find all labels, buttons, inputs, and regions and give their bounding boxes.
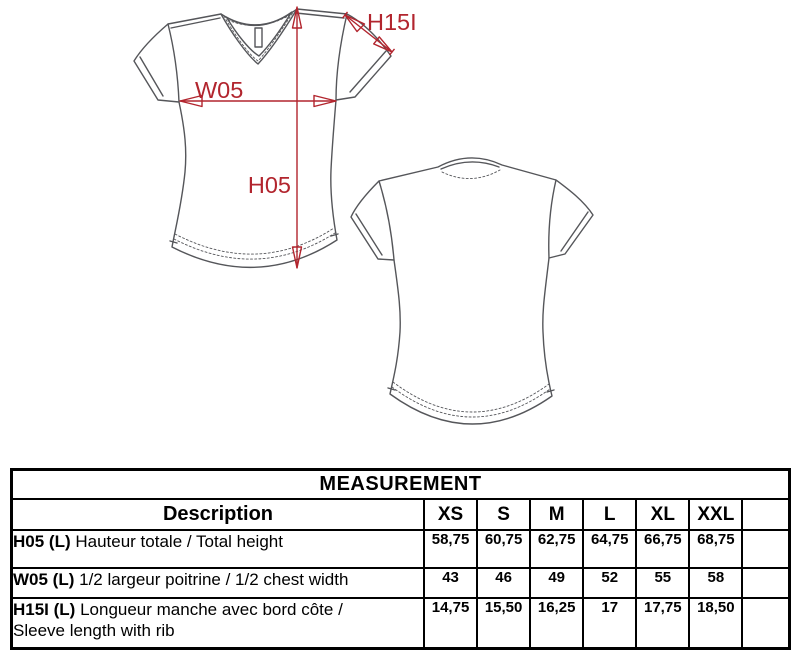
measure-description: Hauteur totale / Total height [75, 532, 283, 551]
h05-arrowhead-bottom [291, 246, 303, 269]
size-value-cell: 49 [529, 567, 585, 599]
h15i-arrowhead-bottom [373, 36, 393, 53]
back-collar-inner-edge [440, 161, 500, 170]
size-header-l: L [582, 498, 638, 531]
front-hem-stitching-2 [174, 227, 335, 255]
neck-label-tag [254, 27, 263, 48]
table-title: MEASUREMENT [10, 468, 791, 500]
size-header-s: S [476, 498, 532, 531]
vneck-stitching [223, 10, 295, 62]
row-description-cell: W05 (L) 1/2 largeur poitrine / 1/2 chest… [10, 567, 425, 599]
table-header-row: Description XS S M L XL XXL [10, 498, 791, 531]
dimension-annotations: W05 H05 H15I [179, 6, 417, 269]
w05-dimension-arrow [179, 94, 337, 108]
back-view-drawing [350, 157, 594, 425]
measure-description: Longueur manche avec bord côte / Sleeve … [13, 600, 343, 641]
size-value-cell: 46 [476, 567, 532, 599]
empty-cell [741, 529, 791, 569]
w05-arrowhead-right [313, 94, 337, 108]
back-collar-stitching [227, 14, 291, 26]
h15i-dimension-label: H15I [367, 9, 417, 35]
size-value-cell: 68,75 [688, 529, 744, 569]
size-value-cell: 17,75 [635, 597, 691, 650]
size-value-cell: 18,50 [688, 597, 744, 650]
measure-code: H05 (L) [13, 532, 71, 551]
size-value-cell: 55 [635, 567, 691, 599]
measurement-row-h15i: H15I (L) Longueur manche avec bord côte … [10, 597, 791, 650]
vneck-outer-edge [220, 8, 298, 65]
h05-arrowhead-top [291, 6, 303, 29]
h15i-arrowhead-top [344, 14, 366, 33]
back-hem-stitching-2 [392, 381, 550, 413]
size-value-cell: 58,75 [422, 529, 479, 569]
size-value-cell: 16,25 [529, 597, 585, 650]
front-armhole-right [335, 13, 348, 101]
front-cuff-right [349, 50, 387, 93]
vneck-inner-edge [226, 12, 292, 57]
front-view-drawing [133, 8, 392, 268]
front-cuff-left [139, 56, 164, 97]
back-hem-notch-right [546, 389, 555, 393]
garment-technical-drawing: W05 H05 H15I [133, 6, 594, 425]
empty-header-cell [741, 498, 791, 531]
front-hem-notch-left [169, 240, 178, 244]
back-hem-stitching-1 [391, 386, 551, 418]
size-header-xxl: XXL [688, 498, 744, 531]
measurement-row-h05: H05 (L) Hauteur totale / Total height 58… [10, 529, 791, 569]
size-value-cell: 64,75 [582, 529, 638, 569]
measure-code: W05 (L) [13, 570, 75, 589]
back-cuff-right [560, 211, 589, 252]
size-value-cell: 58 [688, 567, 744, 599]
description-header: Description [10, 498, 425, 531]
w05-arrowhead-left [179, 94, 203, 108]
w05-dimension-label: W05 [195, 77, 243, 103]
size-value-cell: 15,50 [476, 597, 532, 650]
size-value-cell: 43 [422, 567, 479, 599]
size-value-cell: 66,75 [635, 529, 691, 569]
size-value-cell: 14,75 [422, 597, 479, 650]
front-hem-notch-right [330, 233, 339, 237]
front-hem-stitching-1 [173, 232, 336, 260]
table-title-row: MEASUREMENT [10, 468, 791, 500]
size-header-xs: XS [422, 498, 479, 531]
back-neck-stitching [441, 169, 501, 179]
size-value-cell: 17 [582, 597, 638, 650]
front-armhole-left [167, 23, 180, 103]
size-value-cell: 62,75 [529, 529, 585, 569]
size-value-cell: 52 [582, 567, 638, 599]
h15i-dimension-arrow [341, 11, 396, 56]
size-header-m: M [529, 498, 585, 531]
front-shoulder-seam-left [170, 17, 221, 29]
empty-cell [741, 567, 791, 599]
h05-dimension-arrow [291, 6, 303, 269]
empty-cell [741, 597, 791, 650]
h05-dimension-label: H05 [248, 172, 291, 198]
back-armhole-left [378, 180, 395, 261]
back-cuff-left [355, 213, 383, 256]
back-silhouette [350, 157, 594, 425]
measure-description: 1/2 largeur poitrine / 1/2 chest width [79, 570, 349, 589]
size-value-cell: 60,75 [476, 529, 532, 569]
row-description-cell: H15I (L) Longueur manche avec bord côte … [10, 597, 425, 650]
row-description-cell: H05 (L) Hauteur totale / Total height [10, 529, 425, 569]
measure-code: H15I (L) [13, 600, 76, 619]
front-shoulder-seam-right [295, 12, 345, 19]
size-header-xl: XL [635, 498, 691, 531]
back-hem-notch-left [387, 387, 396, 391]
measurement-table: MEASUREMENT Description XS S M L XL XXL … [10, 468, 791, 650]
measurement-row-w05: W05 (L) 1/2 largeur poitrine / 1/2 chest… [10, 567, 791, 599]
back-armhole-right [548, 179, 557, 259]
